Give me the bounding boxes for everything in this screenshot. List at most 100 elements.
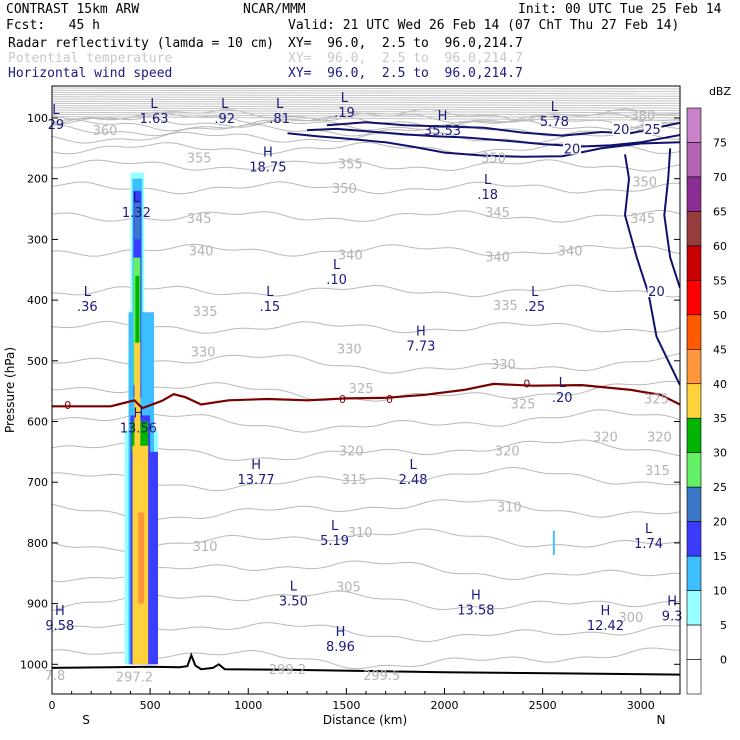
colorbar-swatch [686, 142, 702, 178]
field-wind-name: Horizontal wind speed [8, 66, 173, 81]
colorbar-swatch [686, 452, 702, 488]
extremum-value: .15 [259, 300, 280, 315]
colorbar-swatch [686, 486, 702, 522]
theta-isentrope [52, 210, 680, 223]
colorbar-level: 0 [720, 654, 727, 667]
reflectivity-cell [134, 202, 141, 240]
colorbar-swatch [686, 659, 702, 695]
theta-label: 320 [495, 445, 520, 460]
extremum-value: 18.75 [249, 160, 286, 175]
extremum-type: L [84, 285, 92, 300]
colorbar-swatch [686, 417, 702, 454]
theta-isentrope [52, 320, 680, 334]
x-tick-label: 1000 [234, 699, 262, 712]
init-time: Init: 00 UTC Tue 25 Feb 14 [518, 2, 722, 17]
extremum-type: H [336, 625, 346, 640]
field-reflectivity-name: Radar reflectivity (lamda = 10 cm) [8, 36, 275, 51]
theta-label: 315 [342, 473, 367, 488]
extremum-value: 3.50 [279, 594, 308, 609]
theta-label: 330 [191, 346, 216, 361]
extremum-type: L [52, 103, 60, 118]
x-axis-label: Distance (km) [323, 713, 407, 727]
extremum-value: 35.53 [424, 124, 461, 139]
colorbar-level: 45 [713, 343, 727, 356]
y-tick-label: 300 [27, 233, 48, 246]
field-reflectivity-xy: XY= 96.0, 2.5 to 96.0,214.7 [288, 36, 523, 51]
colorbar-level: 40 [713, 378, 727, 391]
model-title: CONTRAST 15km ARW [6, 2, 140, 17]
theta-isentrope [52, 123, 680, 137]
extremum-type: L [290, 579, 298, 594]
extremum-type: L [551, 100, 559, 115]
theta-isentrope [52, 113, 680, 119]
theta-label: 297.2 [116, 670, 153, 685]
extremum-type: H [601, 604, 611, 619]
theta-contours [52, 87, 680, 670]
x-tick-label: 0 [49, 699, 56, 712]
y-tick-label: 700 [27, 476, 48, 489]
terrain-profile [52, 652, 680, 676]
wind-isotach [307, 127, 680, 148]
extremum-type: H [471, 589, 481, 604]
theta-label: 345 [187, 212, 212, 227]
zero-label: 0 [523, 377, 530, 390]
theta-isentrope [52, 119, 680, 132]
colorbar-level: 30 [713, 447, 727, 460]
theta-label: 350 [632, 176, 657, 191]
colorbar-level: 60 [713, 240, 727, 253]
extremum-type: L [221, 97, 229, 112]
theta-label: 7.8 [45, 669, 66, 684]
extremum-type: L [341, 91, 349, 106]
theta-label: 345 [485, 206, 510, 221]
x-tick-label: 1500 [332, 699, 360, 712]
zero-label: 0 [386, 393, 393, 406]
theta-isentrope [52, 243, 680, 257]
theta-label: 305 [336, 581, 361, 596]
zero-isotherm [52, 382, 680, 410]
extremum-value: 29 [48, 118, 65, 133]
theta-label: 380 [630, 109, 655, 124]
extremum-type: L [133, 191, 141, 206]
extremum-type: H [667, 595, 677, 610]
theta-label: 310 [348, 526, 373, 541]
theta-isentrope [52, 94, 680, 97]
wind-label-bg [643, 120, 662, 135]
theta-isentrope [52, 352, 680, 374]
colorbar-level: 10 [713, 585, 727, 598]
theta-isentrope [52, 105, 680, 109]
extremum-value: 8.96 [326, 640, 355, 655]
extremum-type: L [531, 285, 539, 300]
extremum-value: .81 [269, 112, 290, 127]
extremum-value: 9.58 [45, 619, 74, 634]
theta-isentrope [52, 115, 680, 129]
wind-isotach [287, 132, 680, 158]
wind-isotach [623, 154, 680, 386]
colorbar-level: 25 [713, 481, 727, 494]
reflectivity-cell [150, 451, 158, 665]
extremum-type: L [333, 258, 341, 273]
valid-time: Valid: 21 UTC Wed 26 Feb 14 (07 ChT Thu … [288, 18, 680, 33]
colorbar-swatch [686, 314, 702, 350]
theta-label: 355 [338, 158, 363, 173]
colorbar-swatch [686, 521, 702, 557]
theta-isentrope [52, 102, 680, 107]
zero-isotherm-line [52, 382, 680, 410]
wind-contours [287, 121, 680, 386]
colorbar-swatch [686, 245, 702, 281]
wind-label: 20 [613, 123, 630, 138]
x-end-label: N [657, 713, 666, 727]
theta-isentrope [52, 100, 680, 104]
colorbar-level: 55 [713, 274, 727, 287]
field-wind-xy: XY= 96.0, 2.5 to 96.0,214.7 [288, 66, 523, 81]
extremum-value: 13.77 [237, 473, 274, 488]
extremum-value: .25 [524, 300, 545, 315]
theta-label: 350 [332, 182, 357, 197]
theta-label: 299.5 [363, 669, 400, 684]
theta-isentrope [52, 96, 680, 100]
extremum-value: 9.3 [662, 610, 683, 625]
theta-label: 340 [189, 244, 214, 259]
theta-isentrope [52, 91, 680, 95]
theta-label: 335 [493, 299, 518, 314]
colorbar-swatch [686, 383, 702, 419]
